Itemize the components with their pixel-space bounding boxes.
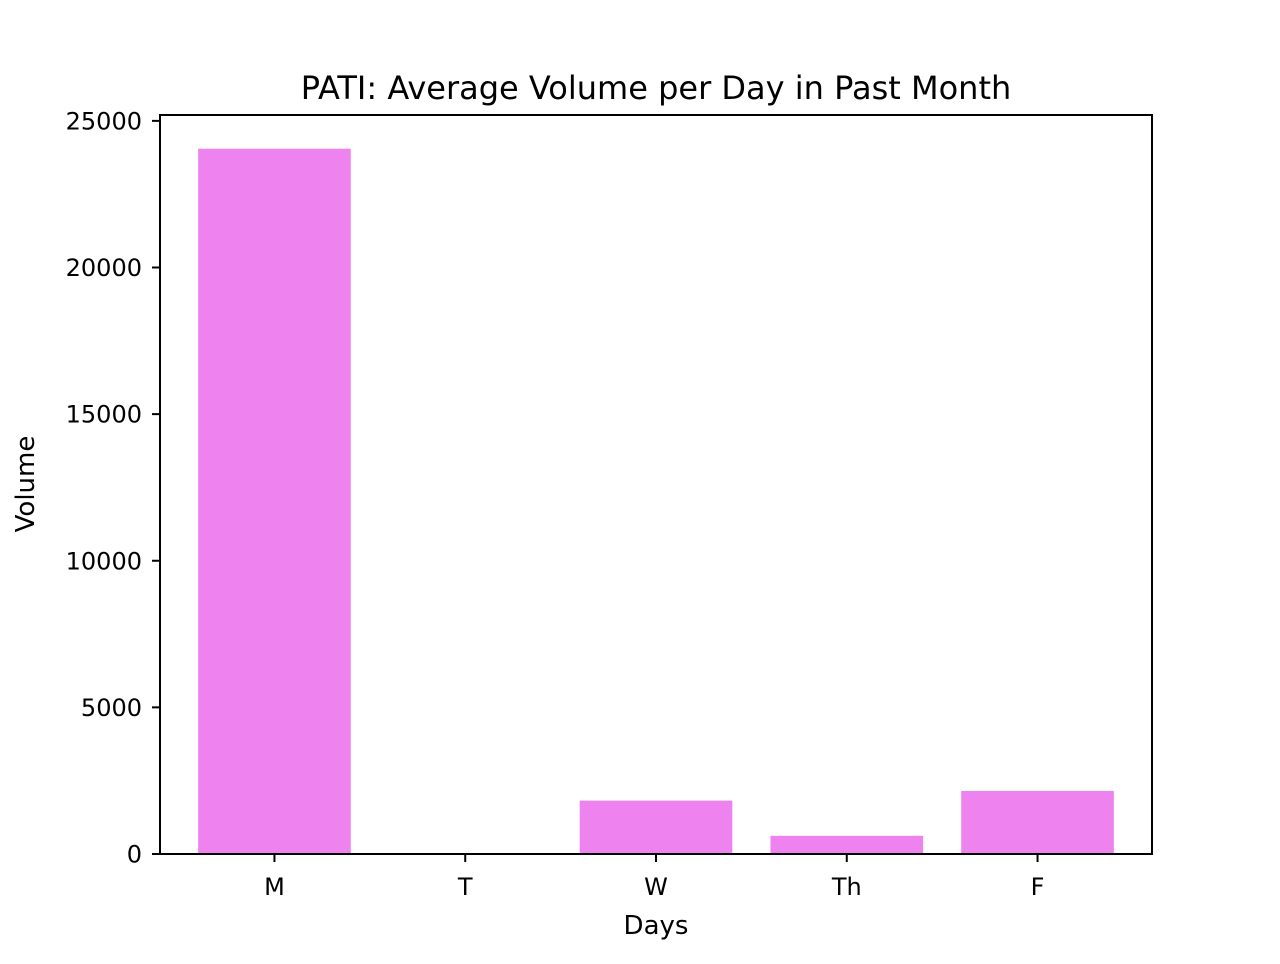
x-tick-label: T: [457, 873, 473, 901]
bar-f: [961, 790, 1114, 854]
y-tick-label: 10000: [66, 547, 142, 575]
y-axis-label: Volume: [11, 436, 41, 533]
y-axis-ticks: 0 5000 10000 15000 20000 25000: [66, 107, 160, 869]
x-tick-label: W: [644, 873, 668, 901]
y-tick-label: 20000: [66, 254, 142, 282]
x-axis-ticks: M T W Th F: [264, 854, 1044, 901]
y-tick-label: 25000: [66, 107, 142, 135]
bar-m: [198, 148, 351, 855]
x-axis-label: Days: [624, 911, 689, 941]
bars-group: [198, 148, 1114, 855]
x-tick-label: F: [1031, 873, 1045, 901]
x-tick-label: M: [264, 873, 285, 901]
x-tick-label: Th: [831, 873, 862, 901]
bar-w: [579, 800, 733, 854]
plot-frame: [159, 114, 1153, 855]
y-tick-label: 5000: [81, 694, 142, 722]
bar-th: [770, 835, 924, 854]
y-tick-label: 15000: [66, 401, 142, 429]
chart-title: PATI: Average Volume per Day in Past Mon…: [301, 69, 1012, 107]
y-tick-label: 0: [127, 841, 142, 869]
